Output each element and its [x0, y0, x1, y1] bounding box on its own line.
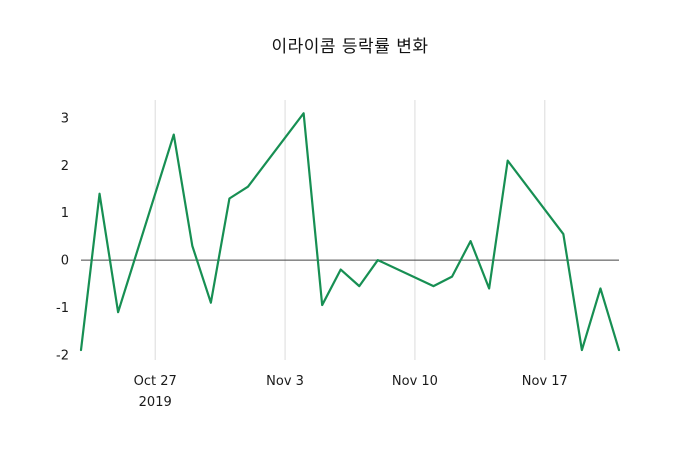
y-tick-label: 1	[61, 206, 69, 221]
y-tick-label: 0	[61, 254, 69, 269]
y-tick-label: 2	[61, 159, 69, 174]
x-tick-label: Nov 10	[392, 374, 438, 389]
y-tick-label: -2	[56, 348, 69, 363]
y-tick-label: 3	[61, 111, 69, 126]
x-tick-label: Oct 27	[134, 374, 177, 389]
x-tick-sublabel: 2019	[139, 395, 172, 410]
chart-title: 이라이콤 등락률 변화	[271, 37, 429, 57]
x-tick-label: Nov 17	[522, 374, 568, 389]
series-line	[79, 112, 621, 352]
x-tick-label: Nov 3	[266, 374, 304, 389]
y-tick-label: -1	[56, 301, 69, 316]
